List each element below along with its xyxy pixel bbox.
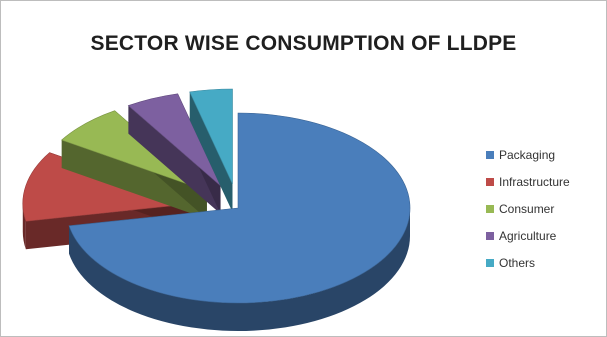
chart-title: SECTOR WISE CONSUMPTION OF LLDPE — [90, 32, 517, 55]
legend-label-others: Others — [499, 256, 535, 270]
slice-outer-wall — [22, 203, 26, 250]
legend-label-consumer: Consumer — [499, 202, 554, 216]
legend-swatch-others — [486, 259, 494, 267]
legend-label-agriculture: Agriculture — [499, 229, 557, 243]
slice-outer-wall — [69, 208, 410, 331]
legend-swatch-infrastructure — [486, 178, 494, 186]
legend-label-packaging: Packaging — [499, 148, 555, 162]
slice-wall — [189, 91, 233, 212]
slice-wall — [128, 105, 221, 214]
legend-swatch-packaging — [486, 151, 494, 159]
legend-swatch-consumer — [486, 205, 494, 213]
slice-top — [61, 110, 208, 192]
slice-wall — [61, 139, 207, 219]
slice-top — [189, 88, 233, 185]
slice-top — [22, 152, 195, 222]
pie-slice-agriculture — [127, 93, 221, 214]
legend: Packaging Infrastructure Consumer Agricultu… — [486, 148, 570, 270]
legend-swatch-agriculture — [486, 232, 494, 240]
slice-top — [127, 93, 221, 187]
pie-slice-packaging — [68, 112, 411, 331]
pie-slice-others — [189, 88, 233, 212]
pie-layer — [22, 88, 411, 331]
slice-top — [68, 112, 411, 304]
legend-label-infrastructure: Infrastructure — [499, 175, 570, 189]
